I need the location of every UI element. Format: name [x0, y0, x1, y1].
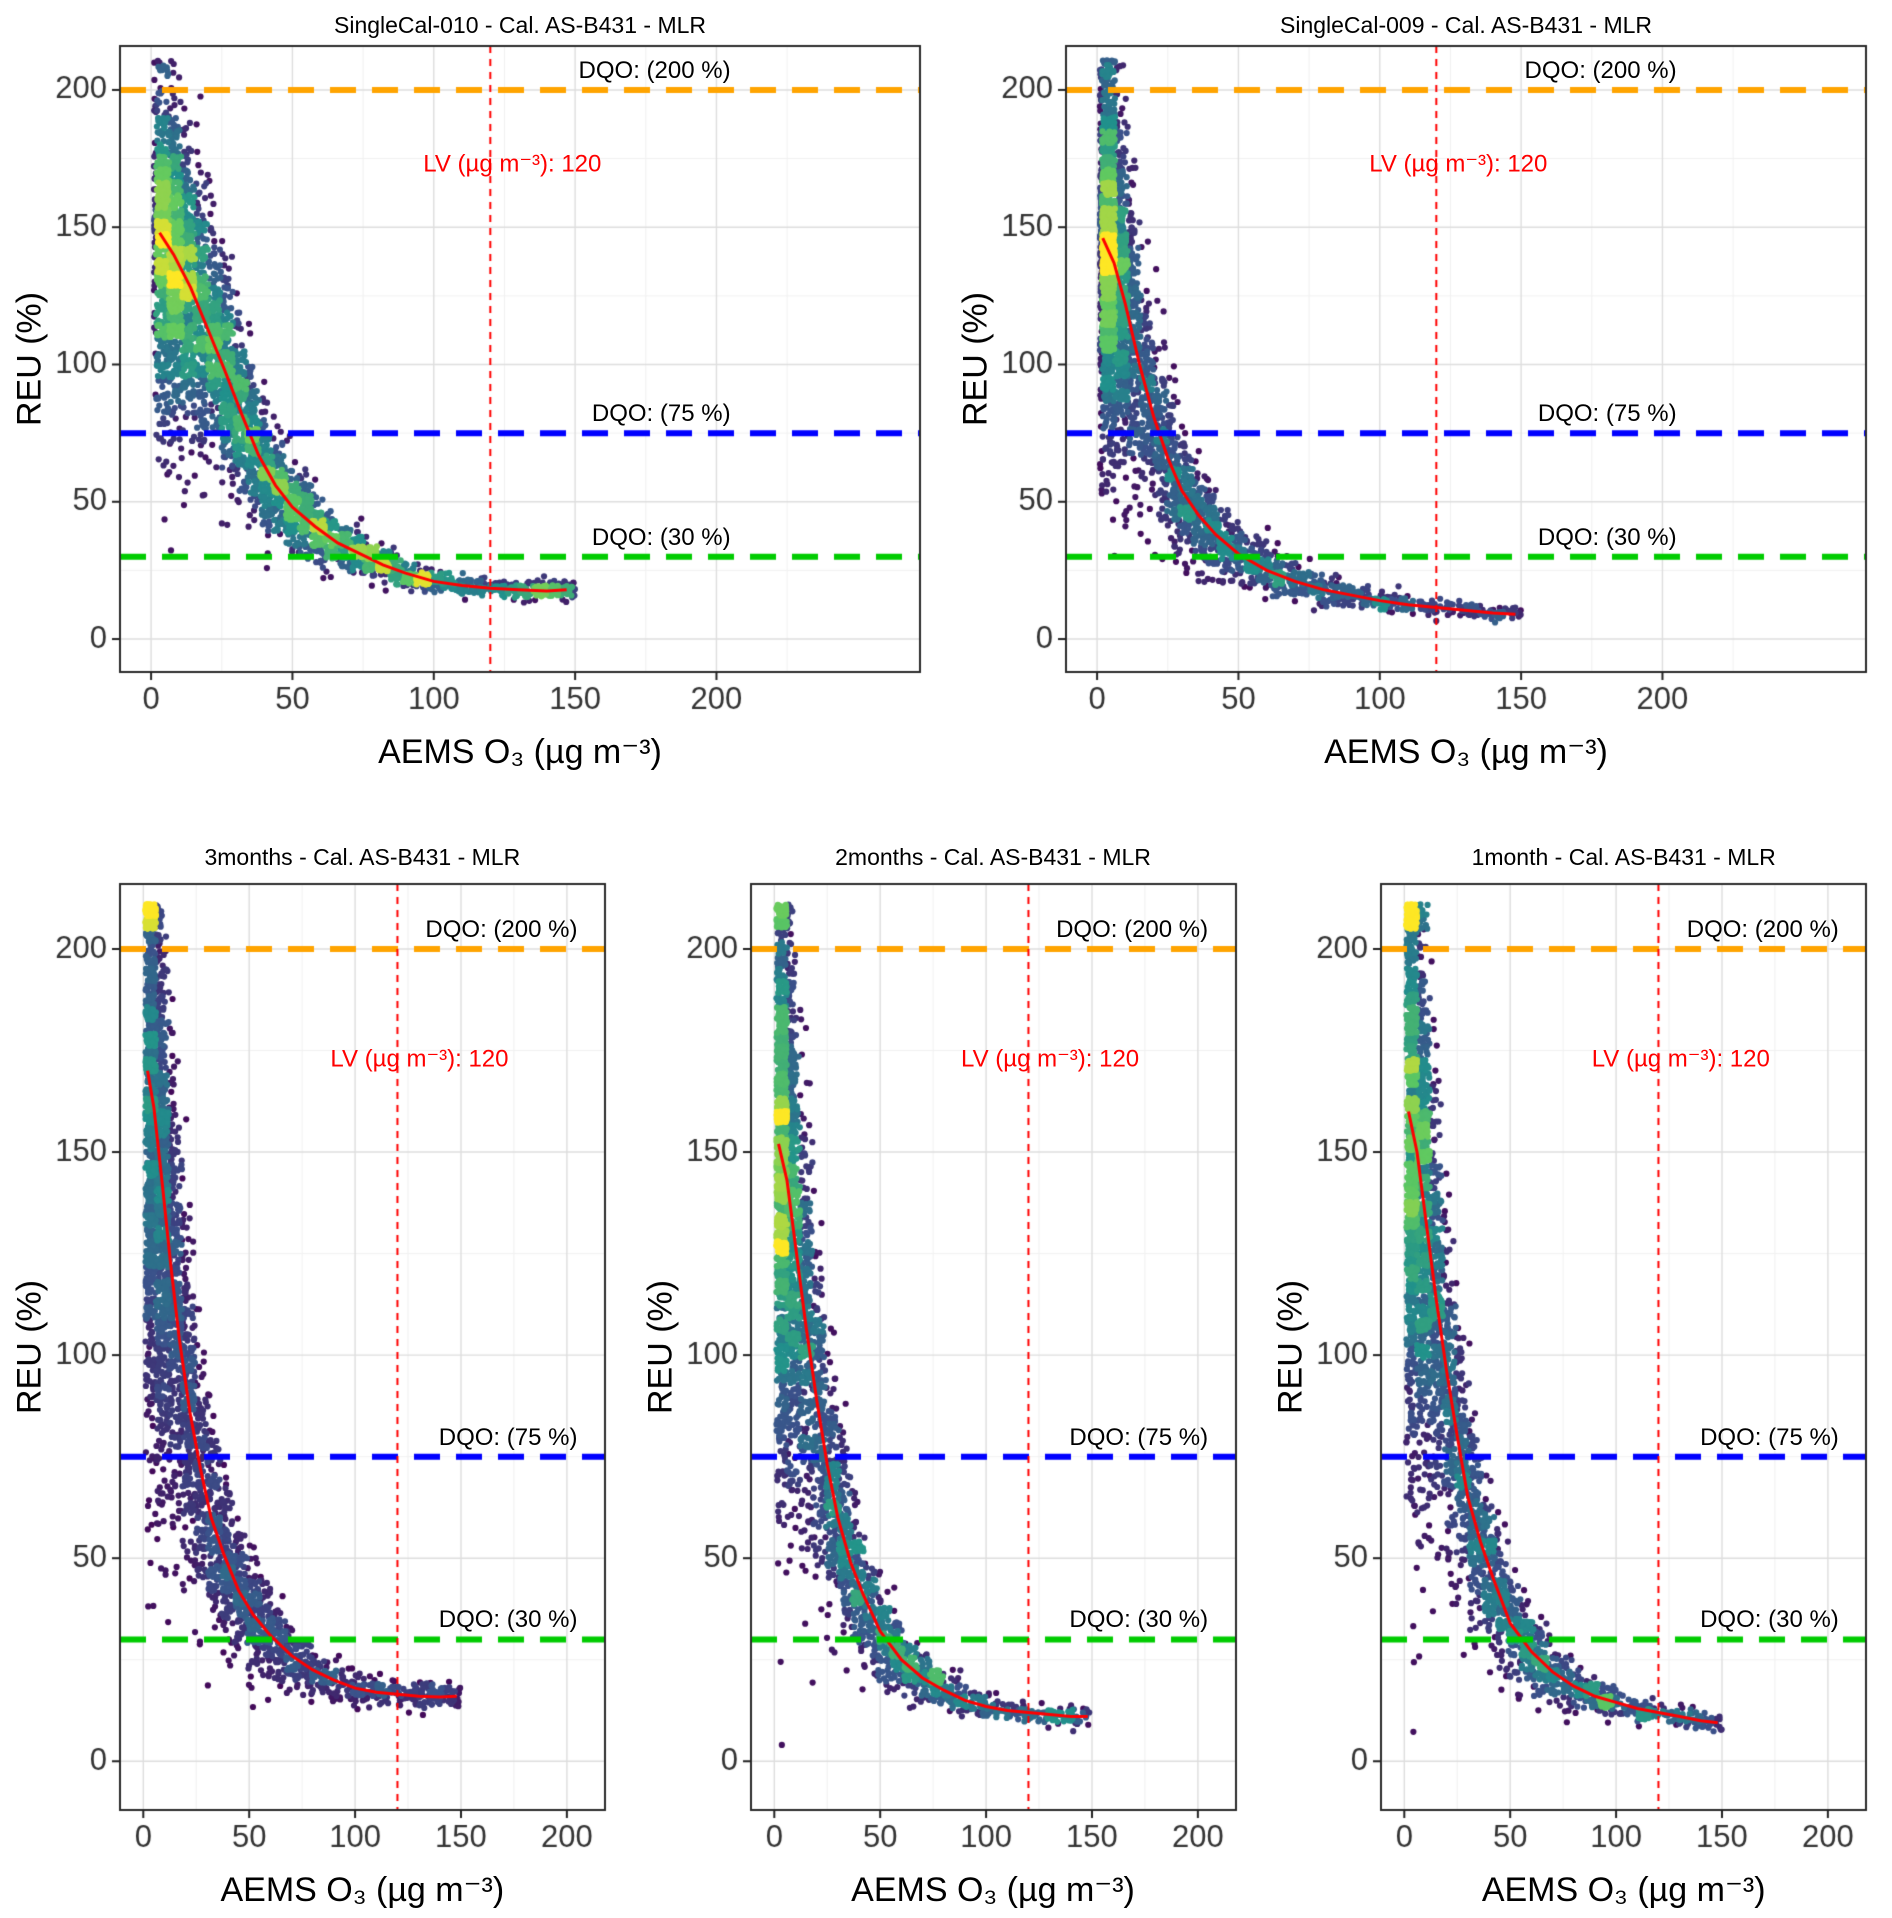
- lv-line-label: LV (µg m⁻³): 120: [330, 1045, 509, 1073]
- x-axis-title: AEMS O₃ (µg m⁻³): [1324, 733, 1608, 771]
- dqo-75-label: DQO: (75 %): [1700, 1423, 1839, 1451]
- panel-1month: 1month - Cal. AS-B431 - MLR REU (%) AEMS…: [1261, 838, 1892, 1918]
- dqo-200-label: DQO: (200 %): [1686, 915, 1839, 943]
- panel-title: 1month - Cal. AS-B431 - MLR: [1471, 844, 1776, 870]
- scatter-plot-canvas: [0, 0, 946, 780]
- dqo-200-label: DQO: (200 %): [1524, 56, 1677, 84]
- top-row: SingleCal-010 - Cal. AS-B431 - MLR REU (…: [0, 0, 1892, 780]
- dqo-30-label: DQO: (30 %): [438, 1606, 578, 1634]
- panel-3months: 3months - Cal. AS-B431 - MLR REU (%) AEM…: [0, 838, 631, 1918]
- panel-title: 3months - Cal. AS-B431 - MLR: [204, 844, 521, 870]
- panel-singlecal-010: SingleCal-010 - Cal. AS-B431 - MLR REU (…: [0, 0, 946, 780]
- y-axis-title: REU (%): [1271, 1279, 1310, 1415]
- dqo-200-label: DQO: (200 %): [1056, 915, 1209, 943]
- x-axis-title: AEMS O₃ (µg m⁻³): [1481, 1871, 1766, 1909]
- x-axis-title: AEMS O₃ (µg m⁻³): [851, 1871, 1135, 1909]
- dqo-75-label: DQO: (75 %): [591, 400, 731, 428]
- dqo-75-label: DQO: (75 %): [1069, 1423, 1209, 1451]
- y-axis-title: REU (%): [10, 291, 49, 427]
- y-axis-title: REU (%): [10, 1279, 49, 1415]
- dqo-75-label: DQO: (75 %): [438, 1423, 578, 1451]
- scatter-plot-canvas: [946, 0, 1892, 780]
- dqo-200-label: DQO: (200 %): [578, 56, 731, 84]
- panel-title: SingleCal-009 - Cal. AS-B431 - MLR: [1280, 12, 1652, 38]
- bottom-row: 3months - Cal. AS-B431 - MLR REU (%) AEM…: [0, 780, 1892, 1918]
- lv-line-label: LV (µg m⁻³): 120: [1369, 150, 1548, 178]
- panel-singlecal-009: SingleCal-009 - Cal. AS-B431 - MLR REU (…: [946, 0, 1892, 780]
- lv-line-label: LV (µg m⁻³): 120: [423, 150, 602, 178]
- panel-2months: 2months - Cal. AS-B431 - MLR REU (%) AEM…: [630, 838, 1262, 1918]
- lv-line-label: LV (µg m⁻³): 120: [961, 1045, 1140, 1073]
- y-axis-title: REU (%): [956, 291, 995, 427]
- x-axis-title: AEMS O₃ (µg m⁻³): [378, 733, 662, 771]
- dqo-75-label: DQO: (75 %): [1537, 400, 1677, 428]
- scatter-plot-canvas: [630, 838, 1262, 1918]
- dqo-200-label: DQO: (200 %): [425, 915, 578, 943]
- dqo-30-label: DQO: (30 %): [1700, 1606, 1839, 1634]
- dqo-30-label: DQO: (30 %): [591, 523, 731, 551]
- panel-title: SingleCal-010 - Cal. AS-B431 - MLR: [334, 12, 706, 38]
- dqo-30-label: DQO: (30 %): [1069, 1606, 1209, 1634]
- x-axis-title: AEMS O₃ (µg m⁻³): [220, 1871, 505, 1909]
- scatter-plot-canvas: [0, 838, 631, 1918]
- panel-title: 2months - Cal. AS-B431 - MLR: [835, 844, 1151, 870]
- y-axis-title: REU (%): [641, 1279, 680, 1415]
- lv-line-label: LV (µg m⁻³): 120: [1591, 1045, 1770, 1073]
- scatter-plot-canvas: [1261, 838, 1892, 1918]
- dqo-30-label: DQO: (30 %): [1537, 523, 1677, 551]
